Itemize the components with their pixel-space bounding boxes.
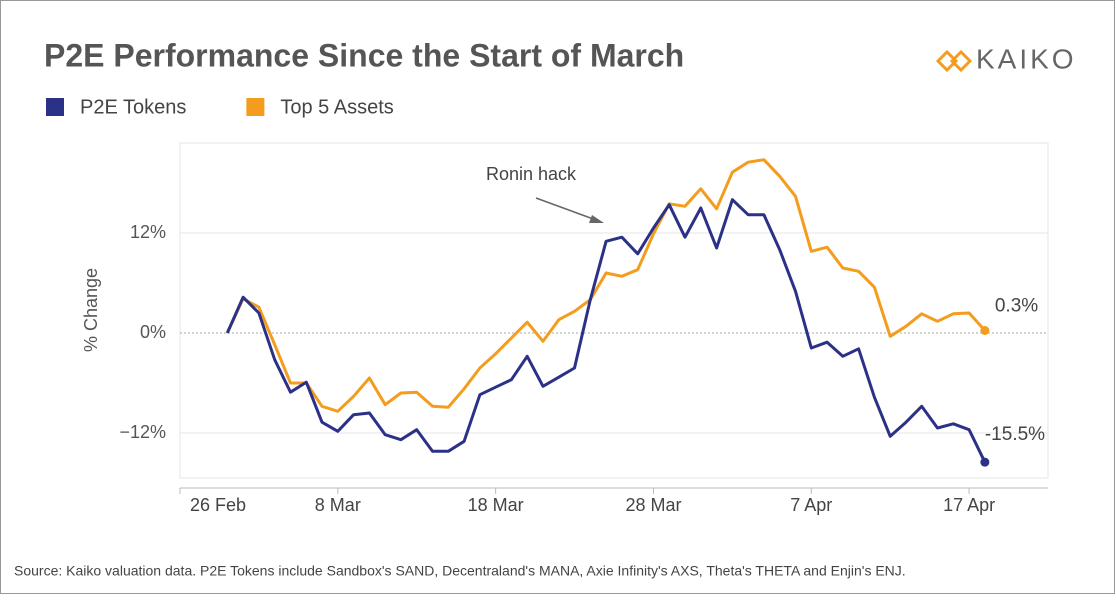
series-line xyxy=(225,158,987,413)
legend-swatch xyxy=(46,98,64,116)
y-axis-label: % Change xyxy=(81,268,101,352)
legend-label: Top 5 Assets xyxy=(280,96,393,118)
arrow-line xyxy=(535,197,597,221)
arrow-head xyxy=(589,215,604,223)
series-line xyxy=(225,198,987,463)
legend-swatch xyxy=(246,98,265,116)
source: Source: Kaiko valuation data. P2E Tokens… xyxy=(14,563,906,579)
x-tick-label: 28 Mar xyxy=(625,495,681,515)
plot-frame xyxy=(179,142,1049,479)
x-tick-label: 26 Feb xyxy=(190,495,246,515)
x-tick-label: 18 Mar xyxy=(468,495,524,515)
logo: KAIKO xyxy=(935,43,1077,74)
value-label: 0.3% xyxy=(995,296,1038,317)
value-label: -15.5% xyxy=(985,424,1045,445)
logo-icon xyxy=(935,49,973,73)
end-point xyxy=(980,326,990,335)
x-tick-label: 7 Apr xyxy=(790,495,832,515)
x-tick-label: 8 Mar xyxy=(315,495,361,515)
y-tick-label: 12% xyxy=(130,222,166,242)
x-tick-label: 17 Apr xyxy=(943,495,995,515)
legend-label: P2E Tokens xyxy=(80,96,186,118)
annotation: Ronin hack xyxy=(486,164,577,184)
logo-text: KAIKO xyxy=(976,43,1077,74)
annotation-arrow xyxy=(535,197,604,223)
y-tick-label: −12% xyxy=(119,422,166,442)
chart-title: P2E Performance Since the Start of March xyxy=(44,37,684,73)
y-tick-label: 0% xyxy=(140,322,166,342)
end-point xyxy=(980,457,990,467)
